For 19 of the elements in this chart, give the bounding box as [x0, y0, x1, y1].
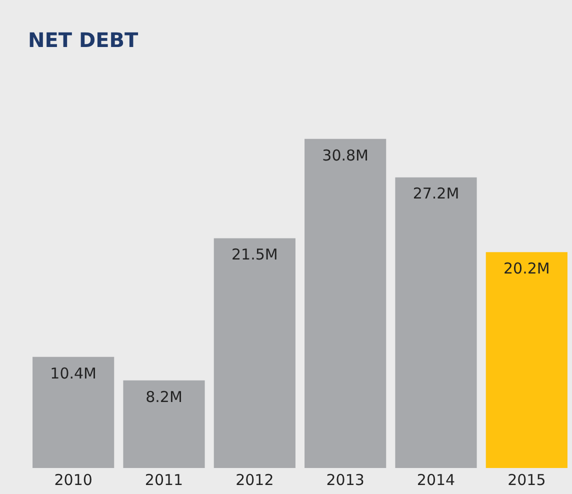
- data-label: 20.2M: [503, 260, 550, 278]
- bar: [32, 356, 114, 468]
- bar: [214, 238, 296, 468]
- bar: [123, 380, 205, 468]
- data-label: 30.8M: [322, 146, 369, 164]
- chart-title: NET DEBT: [28, 28, 139, 52]
- data-label: 8.2M: [146, 388, 182, 406]
- bar: [304, 138, 386, 468]
- x-tick-label: 2014: [416, 470, 456, 489]
- bar: [395, 177, 477, 468]
- x-tick-label: 2013: [326, 470, 364, 489]
- data-label: 27.2M: [412, 184, 460, 203]
- x-tick-label: 2010: [54, 470, 92, 489]
- data-label: 10.4M: [50, 364, 97, 382]
- x-tick-label: 2012: [236, 470, 274, 489]
- x-tick-label: 2015: [508, 470, 546, 489]
- data-label: 21.5M: [231, 246, 278, 264]
- bar: [486, 252, 568, 468]
- x-tick-label: 2011: [144, 470, 184, 489]
